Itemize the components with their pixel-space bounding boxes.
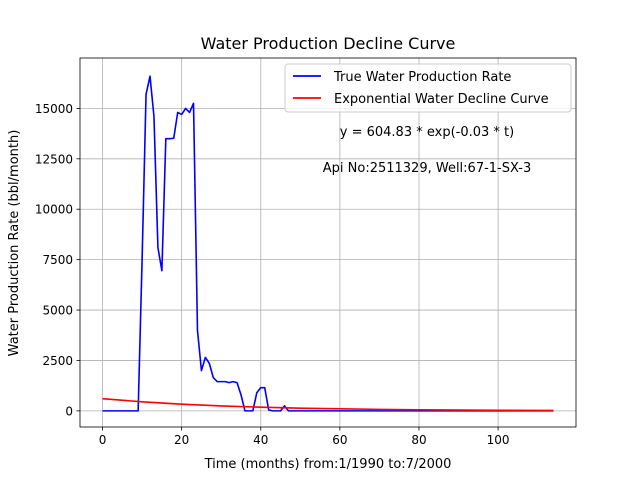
y-tick-label: 0 [65, 404, 73, 418]
chart-title: Water Production Decline Curve [201, 34, 456, 53]
x-axis-label: Time (months) from:1/1990 to:7/2000 [204, 457, 452, 472]
well-annotation: Api No:2511329, Well:67-1-SX-3 [323, 161, 531, 176]
x-tick-label: 0 [99, 433, 107, 447]
legend-label-decline-curve: Exponential Water Decline Curve [334, 92, 549, 107]
y-axis-label: Water Production Rate (bbl/month) [7, 130, 22, 357]
y-tick-label: 10000 [35, 203, 73, 217]
true-water-production-line [102, 75, 554, 412]
plot-frame [79, 57, 577, 428]
x-tick-label: 20 [174, 433, 189, 447]
y-tick-label: 2500 [42, 354, 73, 368]
plot-series [102, 75, 554, 412]
grid [80, 58, 576, 427]
equation-annotation: y = 604.83 * exp(-0.03 * t) [340, 125, 514, 140]
x-tick-label: 60 [332, 433, 347, 447]
y-tick-label: 7500 [42, 253, 73, 267]
y-tick-label: 15000 [35, 102, 73, 116]
y-tick-label: 5000 [42, 304, 73, 318]
x-tick-label: 40 [253, 433, 268, 447]
y-tick-label: 12500 [35, 152, 73, 166]
x-tick-label: 80 [411, 433, 426, 447]
axis-ticks: 0 20 40 60 80 100 0 2500 5000 7500 10000 12500 15000 [35, 102, 510, 447]
legend: True Water Production Rate Exponential W… [284, 63, 572, 113]
legend-box [284, 63, 572, 113]
exponential-decline-line [102, 397, 554, 412]
x-tick-label: 100 [487, 433, 510, 447]
legend-label-true-rate: True Water Production Rate [333, 70, 511, 85]
